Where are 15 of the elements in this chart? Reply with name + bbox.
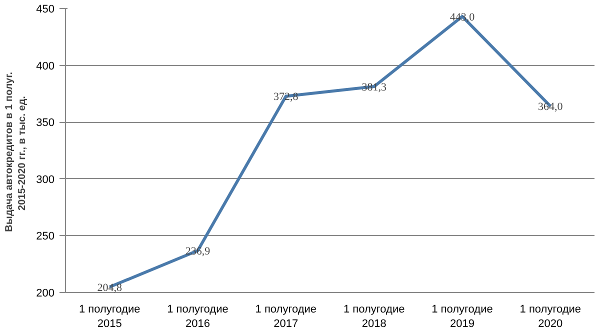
data-label: 364,0 [538,101,564,114]
data-label: 204,8 [97,282,122,294]
x-tick-label: 1 полугодие 2020 [520,304,582,330]
y-tick-label: 450 [36,4,55,16]
x-tick-label: 1 полугодие 2018 [343,304,405,330]
y-tick-label: 400 [36,60,55,72]
y-tick-label: 250 [36,230,55,243]
y-tick-label: 300 [36,174,55,186]
x-tick-label: 1 полугодие 2016 [167,304,228,330]
y-axis-title: Выдача автокредитов в 1 полуг. 2015-2020 гг., в тыс. ед. [4,72,28,232]
x-tick-label: 1 полугодие 2015 [78,304,140,330]
x-tick-label: 1 полугодие 2017 [255,304,317,330]
y-tick-label: 350 [36,117,55,130]
x-tick-label: 1 полугодие 2019 [432,304,493,330]
y-tick-label: 200 [36,288,55,300]
